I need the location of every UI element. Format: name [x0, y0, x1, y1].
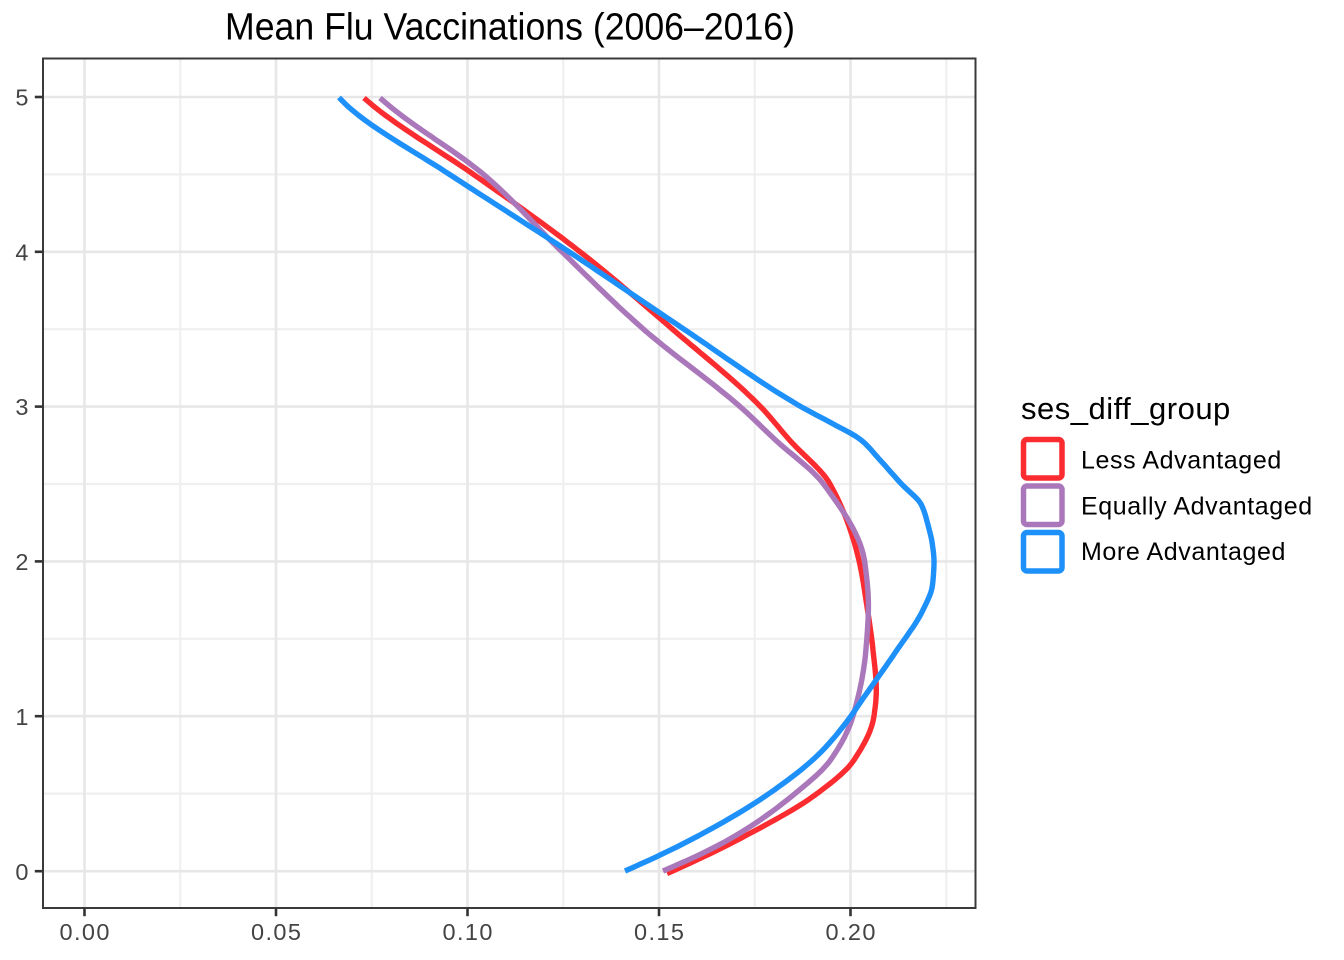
svg-text:Mean Flu Vaccinations (2006–20: Mean Flu Vaccinations (2006–2016)	[225, 7, 795, 49]
svg-text:0.05: 0.05	[251, 919, 301, 945]
svg-text:0.00: 0.00	[60, 919, 110, 945]
svg-text:5: 5	[15, 85, 28, 111]
svg-text:0.10: 0.10	[443, 919, 493, 945]
svg-text:1: 1	[15, 704, 28, 730]
svg-text:Less Advantaged: Less Advantaged	[1081, 447, 1282, 475]
svg-text:0.20: 0.20	[826, 919, 876, 945]
svg-text:0.15: 0.15	[634, 919, 684, 945]
svg-text:4: 4	[15, 239, 28, 265]
svg-text:0: 0	[15, 859, 28, 885]
svg-text:Equally Advantaged: Equally Advantaged	[1081, 493, 1313, 521]
svg-text:2: 2	[15, 549, 28, 575]
svg-text:3: 3	[15, 394, 28, 420]
svg-text:More Advantaged: More Advantaged	[1081, 538, 1286, 566]
svg-text:ses_diff_group: ses_diff_group	[1021, 391, 1231, 426]
